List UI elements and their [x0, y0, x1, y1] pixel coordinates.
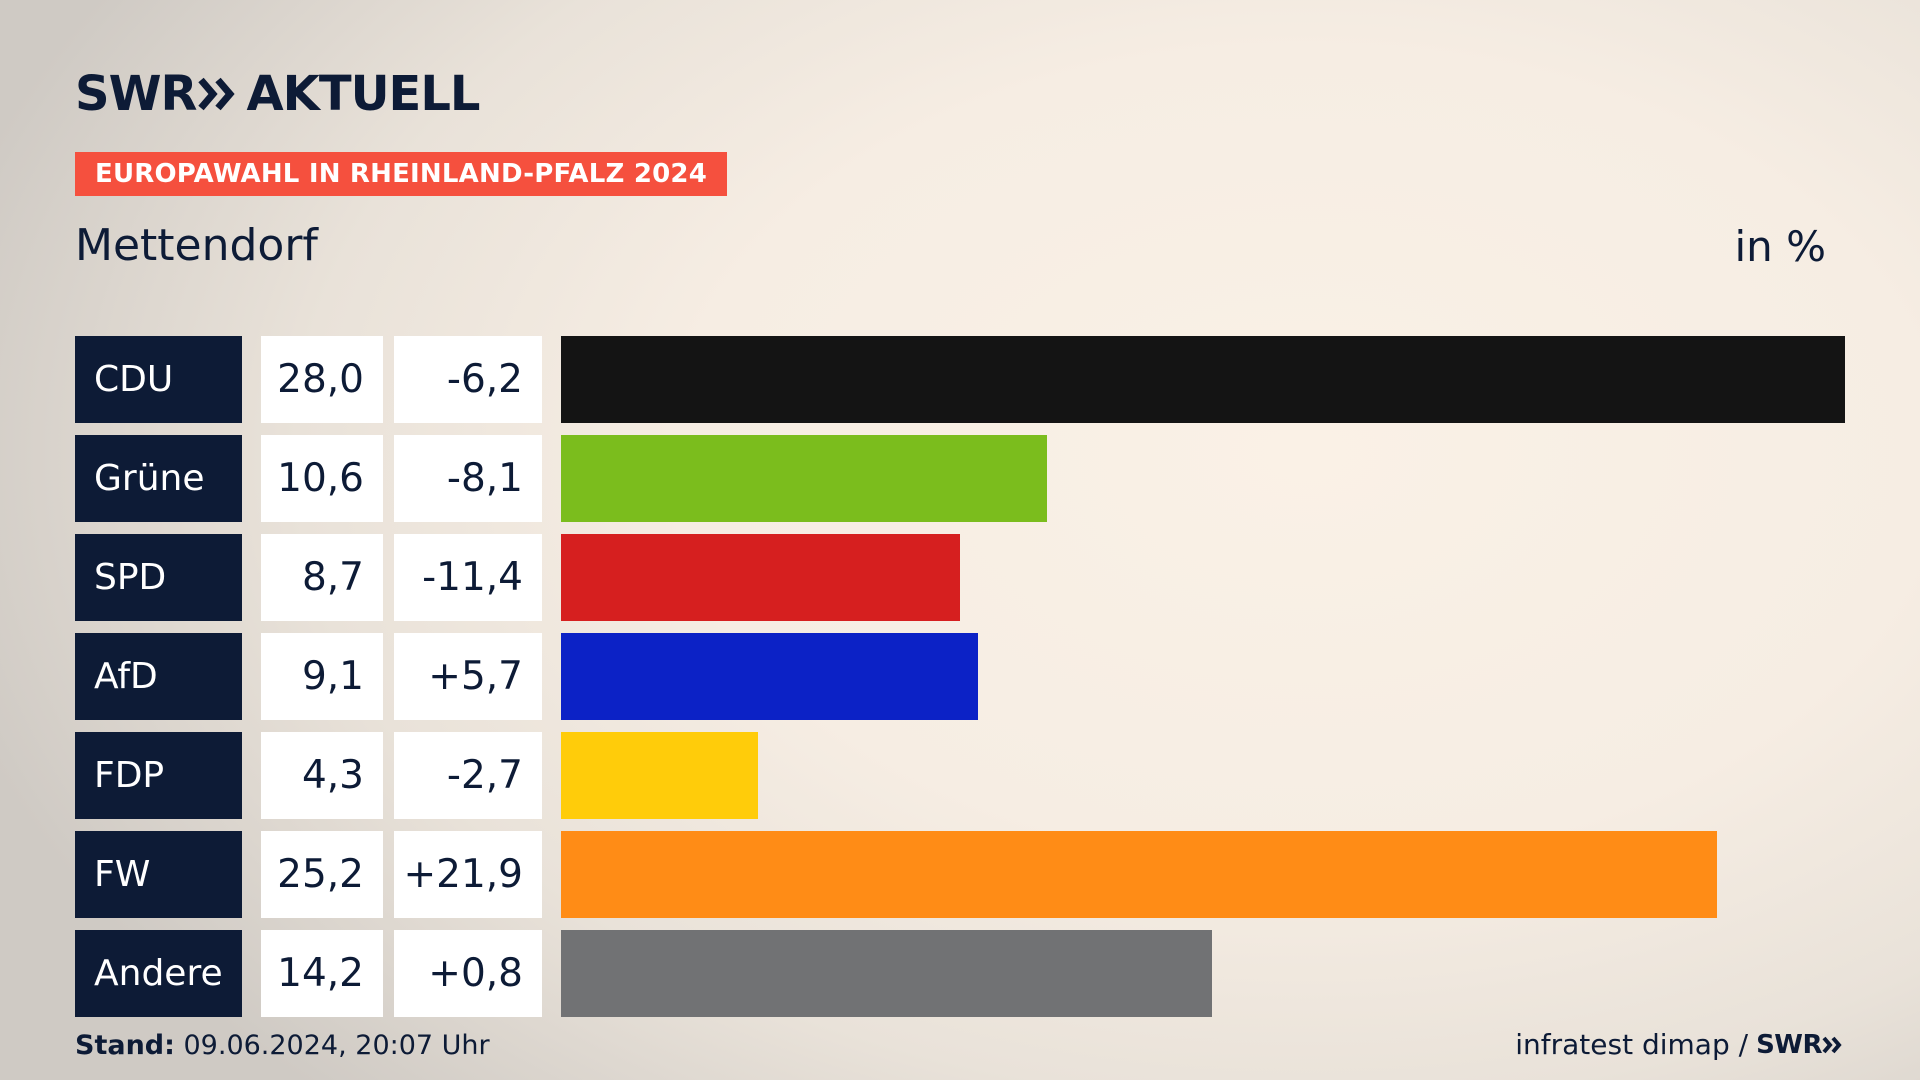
result-bar [561, 633, 978, 720]
party-label: Grüne [75, 435, 242, 522]
election-banner: EUROPAWAHL IN RHEINLAND-PFALZ 2024 [75, 152, 727, 196]
party-label: CDU [75, 336, 242, 423]
source-logo: SWR [1756, 1030, 1822, 1060]
party-label: SPD [75, 534, 242, 621]
result-bar [561, 534, 960, 621]
vote-share-change: -6,2 [394, 336, 542, 423]
stand-label: Stand: [75, 1030, 175, 1061]
result-bar [561, 732, 758, 819]
vote-share-value: 25,2 [261, 831, 383, 918]
party-label: AfD [75, 633, 242, 720]
double-chevron-icon [198, 77, 236, 111]
party-label: Andere [75, 930, 242, 1017]
double-chevron-small-icon [1822, 1036, 1842, 1053]
result-row: CDU 28,0 -6,2 [75, 336, 1845, 423]
vote-share-value: 14,2 [261, 930, 383, 1017]
logo-aktuell-text: AKTUELL [246, 66, 480, 122]
result-row: SPD 8,7 -11,4 [75, 534, 1845, 621]
swr-aktuell-logo: SWR AKTUELL [75, 66, 481, 122]
vote-share-change: +5,7 [394, 633, 542, 720]
result-row: Grüne 10,6 -8,1 [75, 435, 1845, 522]
vote-share-value: 4,3 [261, 732, 383, 819]
source-text: infratest dimap / [1515, 1028, 1749, 1061]
stand-value: 09.06.2024, 20:07 Uhr [174, 1030, 490, 1061]
footer-stand: Stand: 09.06.2024, 20:07 Uhr [75, 1030, 490, 1061]
result-bar [561, 336, 1845, 423]
vote-share-value: 10,6 [261, 435, 383, 522]
vote-share-change: +0,8 [394, 930, 542, 1017]
place-title: Mettendorf [75, 220, 318, 271]
logo-swr-text: SWR [75, 66, 197, 122]
unit-label: in % [1734, 222, 1826, 271]
vote-share-change: +21,9 [394, 831, 542, 918]
source-logo-text: SWR [1756, 1029, 1822, 1060]
footer-source: infratest dimap / SWR [1515, 1028, 1844, 1061]
result-row: FDP 4,3 -2,7 [75, 732, 1845, 819]
result-bar [561, 930, 1212, 1017]
vote-share-change: -2,7 [394, 732, 542, 819]
vote-share-value: 9,1 [261, 633, 383, 720]
result-row: Andere 14,2 +0,8 [75, 930, 1845, 1017]
party-label: FDP [75, 732, 242, 819]
result-bar [561, 831, 1717, 918]
result-row: AfD 9,1 +5,7 [75, 633, 1845, 720]
result-bar [561, 435, 1047, 522]
result-row: FW 25,2 +21,9 [75, 831, 1845, 918]
vote-share-change: -8,1 [394, 435, 542, 522]
vote-share-value: 8,7 [261, 534, 383, 621]
vote-share-change: -11,4 [394, 534, 542, 621]
vote-share-value: 28,0 [261, 336, 383, 423]
party-label: FW [75, 831, 242, 918]
